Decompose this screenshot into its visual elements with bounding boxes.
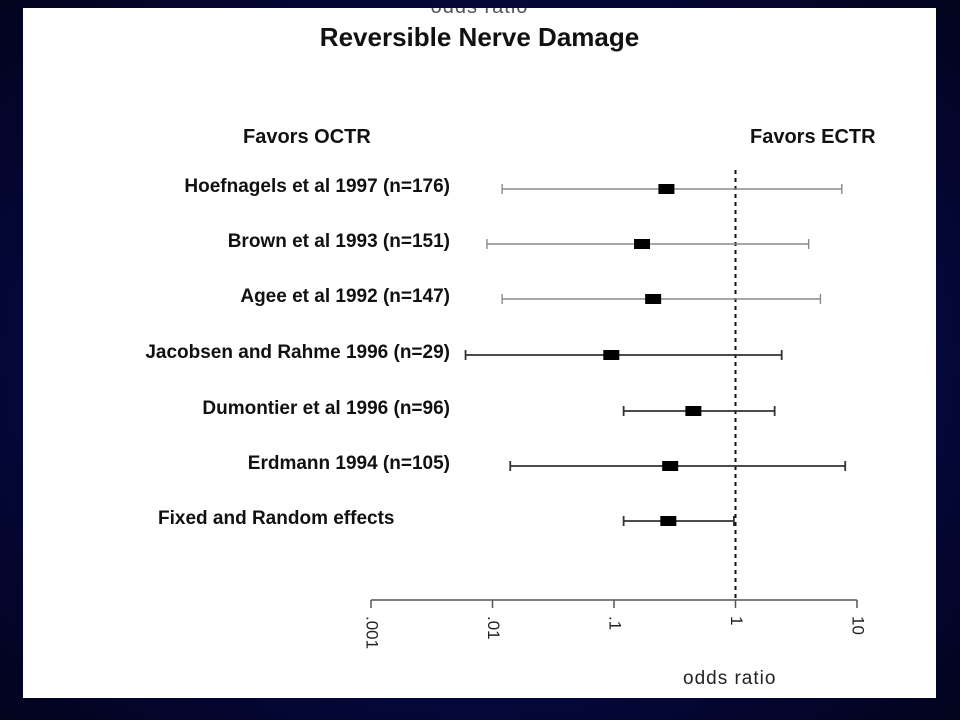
study-label: Hoefnagels et al 1997 (n=176)	[184, 176, 450, 197]
chart-title: Reversible Nerve Damage	[319, 22, 640, 52]
x-tick-label: 1	[727, 616, 746, 625]
cut-off-axis-label: odds ratio	[23, 8, 936, 19]
study-label: Erdmann 1994 (n=105)	[247, 453, 450, 474]
study-label: Jacobsen and Rahme 1996 (n=29)	[145, 342, 450, 363]
study-label: Agee et al 1992 (n=147)	[240, 286, 450, 307]
study-label: Dumontier et al 1996 (n=96)	[202, 398, 450, 419]
x-axis-label: odds ratio	[683, 668, 777, 689]
point-estimate	[603, 350, 620, 360]
forest-plot: .001 .01 .1 1 10	[363, 170, 868, 649]
point-estimate	[633, 239, 650, 249]
x-tick-label: .01	[484, 616, 503, 640]
point-estimate	[658, 184, 675, 194]
favors-ectr-label: Favors ECTR	[750, 126, 876, 148]
point-estimate	[660, 516, 677, 526]
summary-label: Fixed and Random effects	[158, 508, 395, 529]
x-tick-label: 10	[849, 616, 868, 635]
point-estimate	[662, 461, 679, 471]
slide: odds ratio Reversible Nerve Damage Favor…	[23, 8, 936, 698]
x-tick-label: .001	[363, 616, 382, 649]
study-label: Brown et al 1993 (n=151)	[227, 231, 450, 252]
x-tick-label: .1	[606, 616, 625, 630]
point-estimate	[645, 294, 662, 304]
point-estimate	[685, 406, 702, 416]
favors-octr-label: Favors OCTR	[243, 126, 371, 148]
